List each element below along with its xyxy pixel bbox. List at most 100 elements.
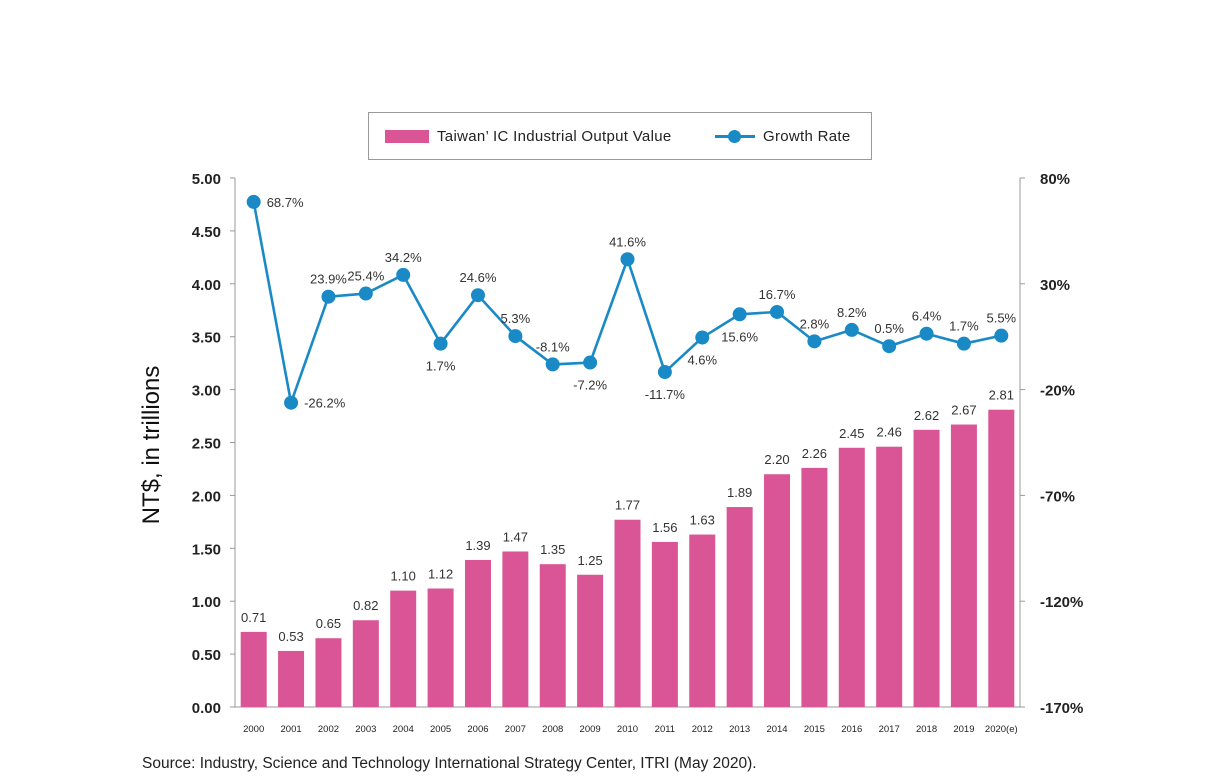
y2-tick-labels: -170% -120% -70% -20% 30% 80% [1040, 171, 1083, 717]
y2-tick-label: -120% [1040, 594, 1083, 611]
growth-rate-point [246, 194, 261, 209]
x-tick-label: 2007 [505, 724, 526, 735]
y-tick-label: 1.50 [192, 541, 221, 558]
bar [614, 519, 641, 707]
x-tick-label: 2019 [953, 724, 974, 735]
x-tick-label: 2011 [655, 724, 675, 735]
bar [352, 620, 379, 707]
x-tick-label: 2000 [243, 724, 264, 735]
growth-rate-point [433, 336, 448, 351]
y-tick-label: 4.00 [192, 277, 221, 294]
y-tick-label: 1.00 [192, 594, 221, 611]
x-tick-label: 2008 [542, 724, 563, 735]
growth-rate-label: 2.8% [800, 316, 830, 331]
y-tick-label: 5.00 [192, 171, 221, 188]
bar-value-label: 1.89 [727, 485, 752, 500]
legend-item-growth-rate: Growth Rate [715, 113, 851, 159]
bar-value-label: 0.71 [241, 610, 266, 625]
growth-rate-label: -7.2% [573, 378, 607, 393]
growth-rate-point [919, 326, 934, 341]
growth-rate-point [358, 286, 373, 301]
x-tick-label: 2020(e) [985, 724, 1018, 735]
y-tick-label: 0.50 [192, 647, 221, 664]
growth-rate-point [844, 322, 859, 337]
x-tick-label: 2012 [692, 724, 713, 735]
bar [240, 631, 267, 707]
bar-value-label: 1.10 [391, 569, 416, 584]
growth-rate-point [470, 288, 485, 303]
bar-value-label: 1.35 [540, 542, 565, 557]
growth-rate-point [620, 252, 635, 267]
growth-rate-label: 1.7% [426, 359, 456, 374]
growth-rate-point [545, 357, 560, 372]
bar [427, 588, 454, 707]
bar [390, 590, 417, 707]
bar-value-label: 2.67 [951, 403, 976, 418]
y-tick-label: 3.50 [192, 330, 221, 347]
bar [950, 424, 977, 707]
line-data-labels: 68.7%-26.2%23.9% 25.4%34.2%1.7%24.6%5.3%-… [267, 195, 1017, 411]
x-tick-label: 2001 [281, 724, 302, 735]
bar-value-label: 2.81 [989, 388, 1014, 403]
growth-rate-label: 4.6% [687, 353, 717, 368]
bar-value-label: 2.62 [914, 408, 939, 423]
bar [689, 534, 716, 707]
y-tick-label: 0.00 [192, 700, 221, 717]
growth-rate-line [252, 201, 1002, 405]
legend-bar-label: Taiwan’ IC Industrial Output Value [437, 127, 672, 145]
growth-rate-label: 5.3% [501, 311, 531, 326]
x-tick-label: 2015 [804, 724, 825, 735]
x-tick-label: 2018 [916, 724, 937, 735]
y-tick-label: 3.00 [192, 383, 221, 400]
legend: Taiwan’ IC Industrial Output Value Growt… [368, 112, 872, 160]
growth-rate-label: 0.5% [874, 321, 904, 336]
legend-item-output-value: Taiwan’ IC Industrial Output Value [385, 113, 671, 159]
bar-value-label: 1.63 [690, 513, 715, 528]
growth-rate-label: 6.4% [912, 309, 942, 324]
y-tick-label: 2.00 [192, 488, 221, 505]
bar [838, 447, 865, 707]
x-tick-label: 2010 [617, 724, 638, 735]
bar-value-label: 1.56 [652, 520, 677, 535]
x-tick-labels: 2000 2001 2002 2003 2004 2005 2006 2007 2008 2009… [243, 724, 1018, 735]
growth-rate-label: -8.1% [536, 339, 570, 354]
x-tick-label: 2013 [729, 724, 750, 735]
growth-rate-label: 8.2% [837, 305, 867, 320]
growth-rate-point [807, 334, 822, 349]
growth-rate-point [583, 355, 598, 370]
growth-rate-label: 5.5% [986, 311, 1016, 326]
source-note: Source: Industry, Science and Technology… [142, 755, 757, 772]
x-tick-label: 2003 [355, 724, 376, 735]
growth-rate-label: -26.2% [304, 396, 346, 411]
growth-rate-label: 68.7% [267, 195, 304, 210]
bar-value-label: 0.82 [353, 598, 378, 613]
bar-value-label: 1.12 [428, 567, 453, 582]
growth-rate-label: 1.7% [949, 319, 979, 334]
growth-rate-point [396, 267, 411, 282]
y-axis-label: NT$, in trillions [138, 365, 165, 525]
bar [801, 467, 828, 707]
bar [726, 507, 753, 707]
x-tick-label: 2006 [467, 724, 488, 735]
growth-rate-label: 25.4% [347, 269, 384, 284]
bar [502, 551, 529, 707]
y-tick-label: 2.50 [192, 436, 221, 453]
y-tick-label: 4.50 [192, 224, 221, 241]
y2-tick-label: 80% [1040, 171, 1070, 188]
growth-rate-label: 41.6% [609, 234, 646, 249]
growth-rate-point [657, 365, 672, 380]
x-tick-label: 2009 [580, 724, 601, 735]
growth-rate-label: 24.6% [460, 270, 497, 285]
bar-value-label: 0.65 [316, 616, 341, 631]
growth-rate-point [956, 336, 971, 351]
legend-line-swatch [715, 129, 755, 143]
growth-rate-point [508, 329, 523, 344]
growth-rate-point [284, 395, 299, 410]
bar [464, 559, 491, 707]
y-tick-labels: 0.00 0.50 1.00 1.50 2.00 2.50 3.00 3.50 4.00 4.50… [192, 171, 221, 717]
bar-value-label: 1.47 [503, 529, 528, 544]
x-tick-label: 2002 [318, 724, 339, 735]
bar-value-label: 1.77 [615, 498, 640, 513]
y2-tick-label: 30% [1040, 277, 1070, 294]
